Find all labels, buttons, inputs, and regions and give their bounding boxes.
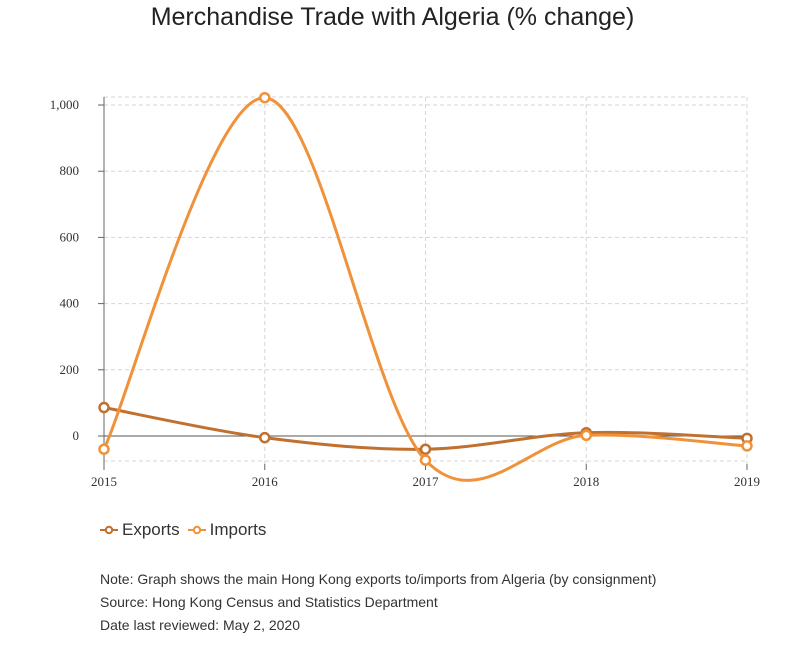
y-tick-label: 200 (60, 362, 80, 377)
y-tick-label: 1,000 (50, 97, 79, 112)
x-tick-label: 2018 (573, 474, 599, 489)
source-text: Source: Hong Kong Census and Statistics … (100, 594, 438, 610)
exports-data-point (98, 401, 110, 414)
x-tick-label: 2015 (91, 474, 117, 489)
imports-data-point (741, 440, 753, 452)
imports-data-point (259, 91, 271, 104)
y-axis-tick-labels: 0 200 400 600 800 1,000 (50, 97, 79, 443)
series-points (98, 91, 753, 466)
legend: Exports Imports (100, 520, 274, 540)
legend-label-imports: Imports (209, 520, 267, 539)
chart-title: Merchandise Trade with Algeria (% change… (150, 3, 635, 31)
y-tick-label: 400 (60, 296, 80, 311)
imports-series-line (102, 96, 748, 482)
legend-item-exports[interactable]: Exports (100, 520, 180, 540)
axes (98, 97, 748, 470)
note-text: Note: Graph shows the main Hong Kong exp… (100, 571, 657, 587)
x-axis-tick-labels: 2015 2016 2017 2018 2019 (91, 474, 760, 489)
line-chart: 0 200 400 600 800 1,000 2015 2016 2017 2018 2019 (50, 91, 760, 489)
grid-lines (104, 96, 748, 464)
x-tick-label: 2017 (413, 474, 440, 489)
imports-data-point (419, 454, 432, 466)
x-tick-label: 2019 (734, 474, 760, 489)
chart-notes: Note: Graph shows the main Hong Kong exp… (100, 568, 656, 637)
imports-marker-icon (187, 525, 206, 535)
y-tick-label: 600 (60, 229, 80, 244)
x-tick-label: 2016 (252, 474, 279, 489)
exports-data-point (419, 443, 432, 455)
imports-data-point (580, 429, 592, 442)
exports-marker-icon (100, 525, 118, 535)
y-tick-label: 0 (73, 428, 80, 443)
y-tick-label: 800 (60, 163, 80, 178)
reviewed-text: Date last reviewed: May 2, 2020 (100, 617, 300, 633)
legend-item-imports[interactable]: Imports (187, 520, 267, 540)
imports-data-point (98, 443, 110, 455)
legend-label-exports: Exports (122, 520, 180, 539)
exports-data-point (259, 431, 271, 444)
